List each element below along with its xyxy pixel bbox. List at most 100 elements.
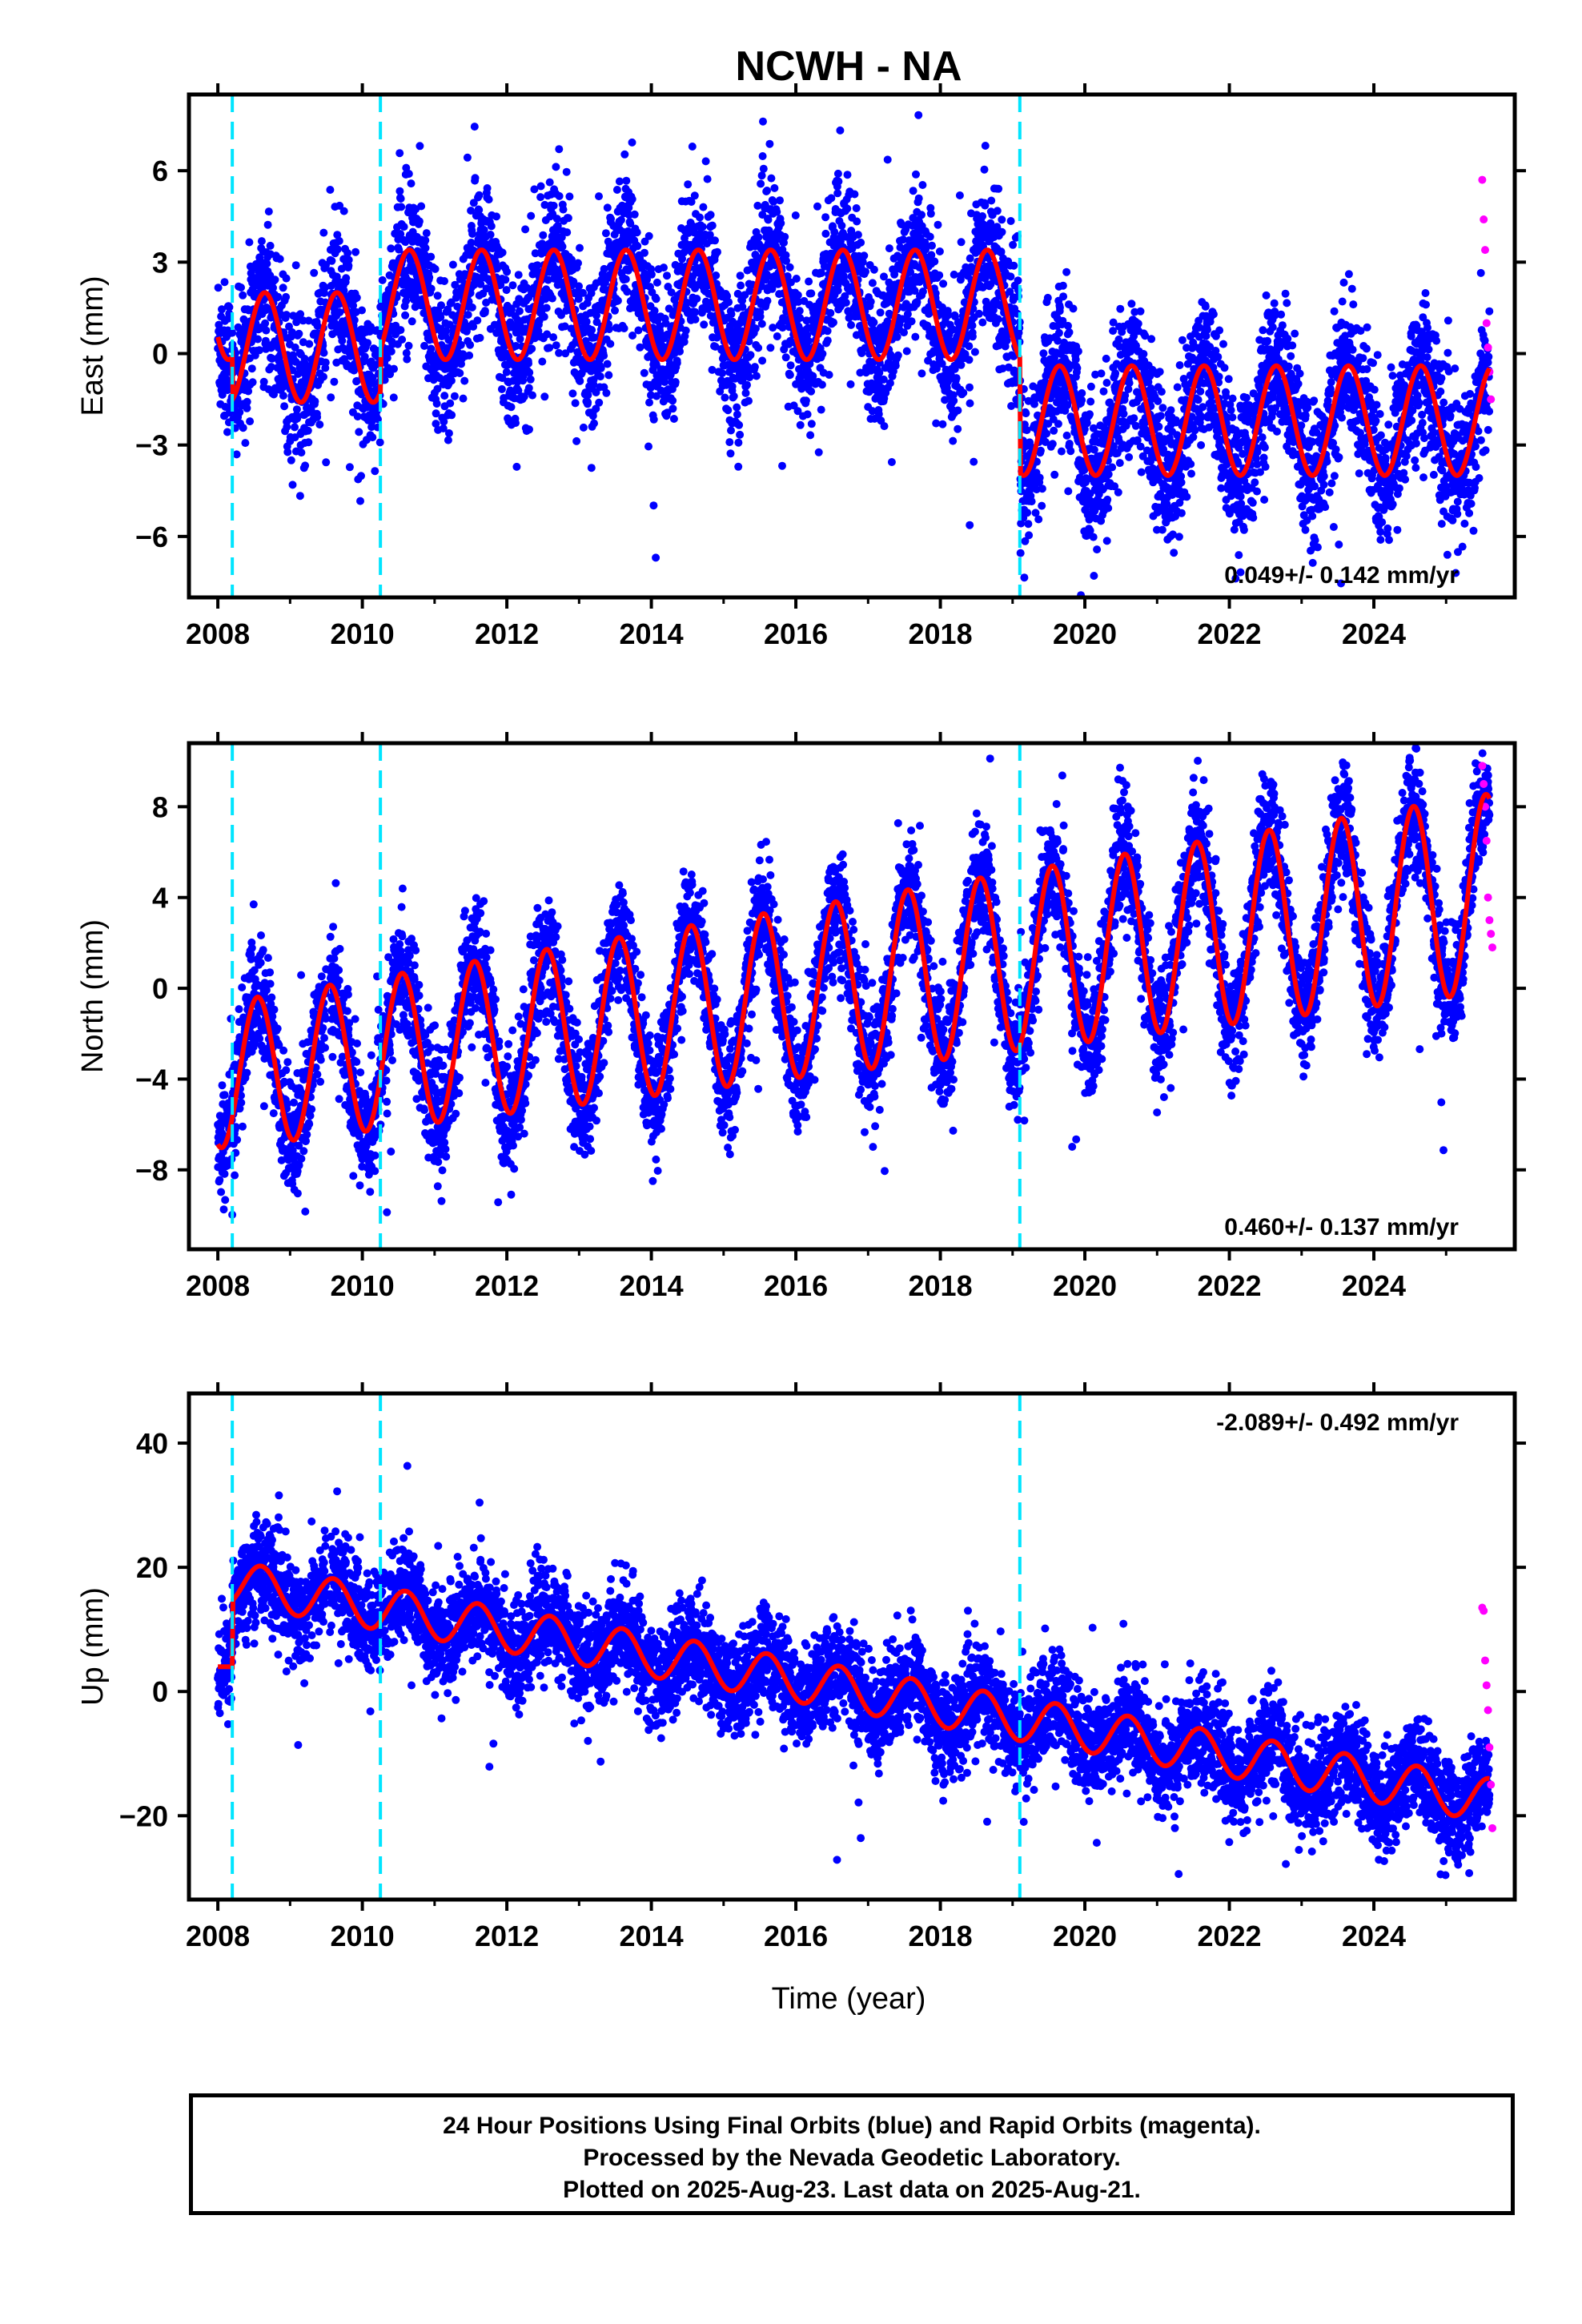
data-point-final <box>543 330 552 339</box>
data-point-final <box>521 225 530 234</box>
data-point-final <box>869 265 878 274</box>
data-point-final <box>595 398 604 407</box>
data-point-final <box>647 270 656 279</box>
data-point-final <box>433 292 442 300</box>
data-point-final <box>542 304 551 312</box>
data-point-final <box>319 228 328 237</box>
data-point-final <box>261 336 270 345</box>
data-point-final <box>1119 409 1128 418</box>
data-point-final <box>805 277 813 286</box>
data-point-final <box>966 383 974 392</box>
data-point-final <box>1139 350 1148 358</box>
data-point-final <box>1039 349 1048 358</box>
data-point-final <box>516 335 524 344</box>
data-point-final <box>266 241 275 250</box>
data-point-final <box>1178 336 1186 344</box>
data-point-final <box>492 258 500 267</box>
data-point-final <box>560 322 569 331</box>
data-point-final <box>279 392 287 400</box>
data-point-final <box>568 389 577 398</box>
data-point-final <box>557 233 566 242</box>
data-point-final <box>640 248 648 257</box>
data-point-final <box>1089 533 1098 541</box>
data-point-final <box>387 244 396 253</box>
data-point-final <box>267 363 275 372</box>
data-point-final <box>1177 509 1186 517</box>
data-point-final <box>650 307 659 315</box>
data-point-final <box>533 261 542 270</box>
data-point-final <box>669 415 678 423</box>
data-point-final <box>902 347 911 356</box>
data-point-final <box>745 396 753 405</box>
data-point-final <box>595 192 603 201</box>
data-point-final <box>263 259 271 268</box>
data-point-final <box>966 521 974 529</box>
data-point-final <box>926 209 935 218</box>
data-point-final <box>781 353 790 362</box>
panels: 2008 2010 2012 2014 2016 2018 2020 2022 2024630−… <box>76 83 1526 1952</box>
data-point-final <box>552 341 560 350</box>
data-point-final <box>1078 389 1086 397</box>
data-point-final <box>404 341 413 350</box>
data-point-final <box>456 340 465 349</box>
data-point-final <box>545 178 554 187</box>
data-point-final <box>993 207 1002 215</box>
data-point-final <box>536 182 545 191</box>
data-point-final <box>959 388 968 397</box>
data-point-final <box>826 308 835 317</box>
data-point-final <box>275 255 284 263</box>
data-point-final <box>254 335 262 344</box>
data-point-final <box>713 247 721 256</box>
data-point-final <box>681 326 690 335</box>
data-point-final <box>584 391 592 400</box>
data-point-final <box>914 111 923 119</box>
data-point-final <box>615 177 624 186</box>
data-point-final <box>649 415 658 424</box>
data-point-final <box>440 277 448 285</box>
data-point-final <box>1182 493 1191 501</box>
data-point-final <box>770 183 779 192</box>
data-point-final <box>1097 369 1106 378</box>
data-point-final <box>368 433 377 442</box>
data-point-final <box>703 175 712 183</box>
data-point-final <box>603 203 612 212</box>
data-point-final <box>274 292 283 301</box>
data-point-final <box>1006 272 1015 281</box>
data-point-final <box>480 226 488 234</box>
data-point-final <box>1099 387 1108 396</box>
data-point-final <box>387 347 396 356</box>
data-point-final <box>853 217 861 226</box>
data-point-final <box>857 238 865 247</box>
data-point-final <box>885 244 893 253</box>
data-point-final <box>512 462 521 471</box>
data-point-final <box>352 376 361 385</box>
data-point-final <box>952 374 961 383</box>
data-point-final <box>239 424 247 432</box>
data-point-final <box>420 341 428 350</box>
data-point-final <box>451 280 460 289</box>
data-point-final <box>369 379 378 388</box>
data-point-final <box>671 378 680 386</box>
data-point-final <box>444 336 453 344</box>
data-point-final <box>935 271 944 279</box>
data-point-final <box>1043 293 1052 302</box>
data-point-final <box>801 396 810 405</box>
data-point-final <box>950 270 958 279</box>
data-point-final <box>600 264 608 273</box>
data-point-final <box>712 271 721 279</box>
data-point-final <box>456 369 464 377</box>
data-point-final <box>523 283 532 292</box>
data-point-final <box>726 449 735 458</box>
data-point-final <box>1014 276 1022 285</box>
data-point-final <box>436 313 445 321</box>
data-point-final <box>247 364 256 373</box>
data-point-final <box>935 247 944 255</box>
data-point-final <box>292 405 301 414</box>
data-point-final <box>724 406 733 415</box>
data-point-final <box>690 191 699 200</box>
data-point-final <box>1059 292 1068 301</box>
data-point-final <box>295 329 303 338</box>
data-point-final <box>630 210 639 219</box>
data-point-final <box>785 371 794 380</box>
